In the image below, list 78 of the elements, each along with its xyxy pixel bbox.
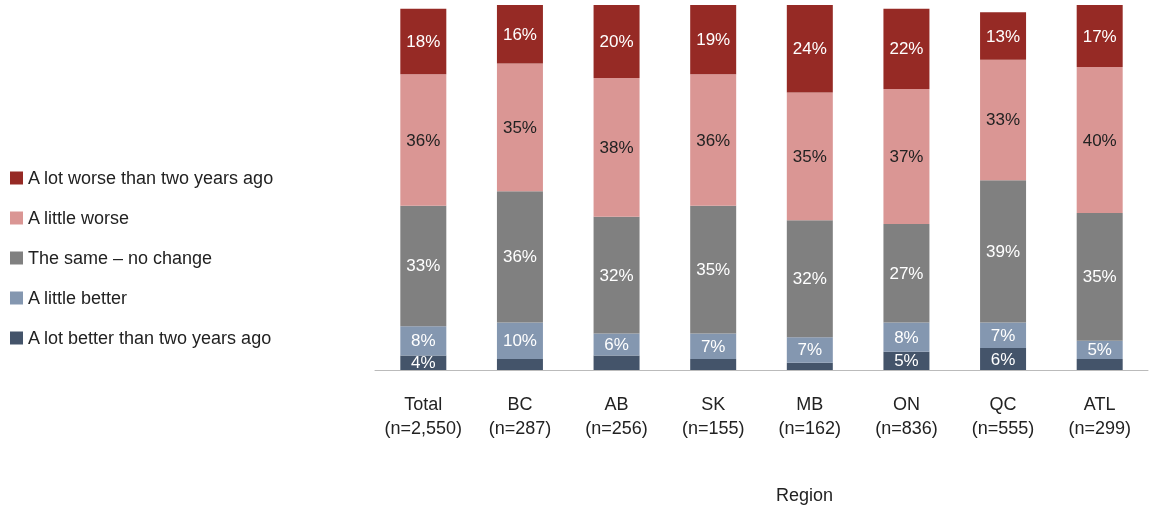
data-label: 27%	[889, 263, 924, 283]
bar	[1076, 5, 1123, 68]
data-label: 36%	[696, 130, 731, 150]
bar	[690, 359, 737, 370]
x-tick-label: SK (n=155)	[681, 394, 745, 438]
bar	[1076, 67, 1123, 214]
bar	[400, 74, 447, 206]
data-label: 8%	[894, 327, 919, 347]
bar	[883, 88, 930, 224]
bar	[593, 355, 640, 370]
data-label: 36%	[406, 130, 441, 150]
data-label: 32%	[599, 265, 634, 285]
data-label: 4%	[411, 353, 436, 373]
data-label: 40%	[1082, 130, 1117, 150]
data-label: 35%	[1082, 267, 1117, 287]
data-label: 7%	[700, 336, 726, 356]
data-label: 7%	[990, 325, 1016, 345]
data-label: 7%	[797, 340, 823, 360]
data-label: 13%	[986, 26, 1021, 46]
data-label: 10%	[502, 331, 537, 351]
bar	[400, 205, 447, 327]
data-label: 32%	[792, 269, 827, 289]
x-tick-label: MB (n=162)	[778, 394, 842, 438]
legend-label: A lot worse than two years ago	[28, 168, 274, 188]
data-label: 37%	[889, 146, 924, 166]
data-label: 33%	[986, 110, 1021, 130]
x-tick-label: ATL (n=299)	[1068, 394, 1131, 438]
data-label: 19%	[696, 30, 731, 50]
data-label: 39%	[986, 241, 1021, 261]
data-label: 18%	[406, 32, 441, 51]
data-label: 6%	[604, 334, 629, 354]
bar	[1076, 213, 1123, 341]
bar	[786, 362, 833, 370]
bar	[980, 59, 1027, 181]
data-label: 35%	[792, 146, 827, 166]
x-tick-label: BC (n=287)	[488, 394, 552, 438]
bar	[980, 180, 1027, 323]
bar	[690, 74, 737, 206]
bar	[883, 224, 930, 323]
text: Region	[775, 485, 834, 505]
data-label: 35%	[502, 117, 537, 137]
bar	[786, 92, 833, 221]
data-label: 35%	[696, 260, 731, 280]
bar	[496, 63, 543, 192]
bar	[690, 205, 737, 334]
data-label: 8%	[411, 331, 436, 351]
x-tick-label: QC (n=555)	[971, 394, 1035, 438]
data-label: 24%	[792, 39, 827, 59]
bar	[690, 5, 737, 75]
data-label: 33%	[406, 256, 441, 276]
x-tick-label: Total (n=2,550)	[384, 394, 463, 438]
bar	[786, 220, 833, 338]
bar	[496, 191, 543, 323]
data-label: 5%	[1087, 340, 1112, 360]
bar	[496, 5, 543, 64]
x-tick-label: AB (n=256)	[585, 394, 648, 438]
data-label: 17%	[1082, 26, 1117, 46]
data-label: 6%	[990, 349, 1016, 369]
x-tick-label: ON (n=836)	[875, 394, 938, 438]
bar	[1076, 359, 1123, 370]
bar	[496, 359, 543, 370]
data-label: 36%	[502, 247, 537, 267]
bar	[593, 216, 640, 334]
bar	[400, 8, 447, 75]
legend-label: The same – no change	[28, 248, 213, 268]
bar	[883, 8, 930, 89]
bar	[786, 5, 833, 93]
bar	[593, 78, 640, 217]
data-label: 20%	[599, 32, 634, 51]
data-label: 16%	[502, 24, 537, 44]
legend-label: A little worse	[28, 208, 130, 228]
data-label: 5%	[894, 351, 919, 371]
data-label: 38%	[599, 137, 634, 157]
data-label: 22%	[889, 39, 924, 59]
bar	[593, 5, 640, 78]
bar	[980, 12, 1027, 60]
legend-label: A little better	[28, 288, 128, 308]
legend-label: A lot better than two years ago	[28, 328, 272, 348]
